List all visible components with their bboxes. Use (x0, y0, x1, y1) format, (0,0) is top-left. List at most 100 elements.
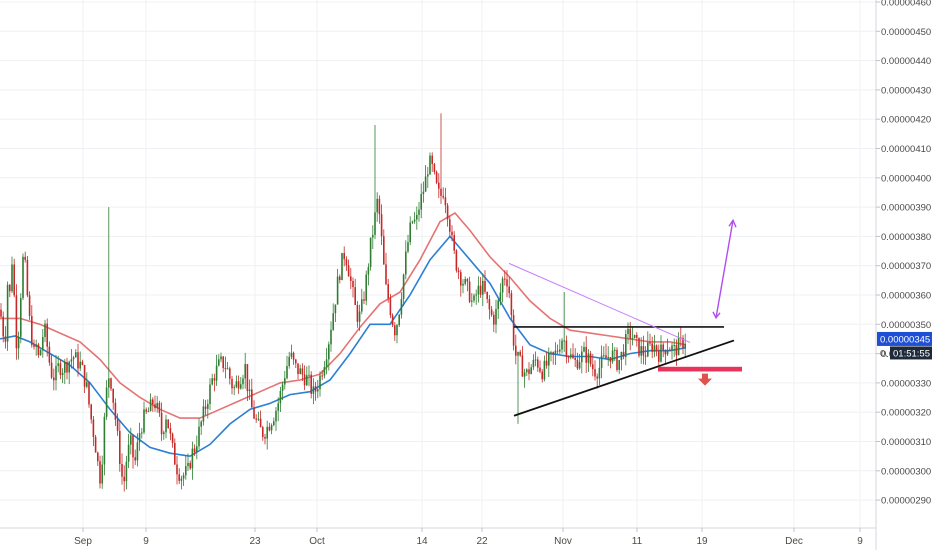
candle-body (664, 350, 667, 355)
candle-body (64, 362, 66, 373)
candle-body (125, 461, 128, 482)
candle-body (167, 419, 169, 429)
candle-body (86, 382, 88, 387)
candle-body (90, 404, 92, 420)
candle-body (253, 407, 255, 419)
candle-body (501, 278, 504, 293)
candle-body (548, 353, 550, 366)
candle-body (556, 350, 559, 352)
candle-body (22, 256, 24, 299)
projection-up-arrowtail (712, 311, 721, 320)
candle-body (24, 256, 26, 260)
candle-body (209, 384, 211, 404)
candle-body (409, 222, 411, 243)
candle-body (321, 375, 323, 377)
candle-body (264, 436, 266, 439)
candle-body (574, 357, 576, 360)
candle-body (352, 280, 354, 288)
candlesticks (0, 113, 686, 492)
candle-body (182, 475, 185, 479)
y-tick-label: 0.00000400 (881, 173, 931, 184)
candle-body (2, 316, 4, 337)
candle-body (438, 182, 440, 189)
y-tick-label: 0.00000320 (881, 408, 931, 419)
x-tick-label: 22 (476, 536, 488, 547)
candle-body (449, 219, 451, 232)
candle-body (180, 478, 183, 481)
candle-body (484, 280, 486, 292)
candle-body (339, 276, 341, 281)
candle-body (277, 403, 279, 411)
candle-body (405, 251, 407, 275)
candle-body (68, 361, 70, 373)
candle-body (490, 309, 493, 315)
candle-body (499, 292, 502, 301)
y-tick-label: 0.00000410 (881, 144, 931, 155)
candle-body (420, 194, 422, 210)
candle-body (306, 375, 308, 386)
candle-body (446, 205, 449, 220)
candle-body (35, 344, 37, 347)
candle-body (468, 281, 471, 302)
candle-body (158, 402, 161, 413)
candle-body (561, 340, 563, 350)
candle-body (323, 367, 326, 376)
candle-body (310, 374, 312, 394)
candle-body (83, 364, 86, 387)
candle-body (286, 366, 288, 379)
candle-body (42, 336, 44, 351)
candle-body (44, 323, 46, 337)
candle-body (369, 237, 372, 267)
candle-body (596, 376, 598, 379)
candle-body (605, 355, 607, 359)
x-tick-label: 19 (696, 536, 708, 547)
candle-body (486, 291, 488, 300)
projection-up-arrow (715, 220, 734, 318)
candle-body (675, 345, 678, 356)
candle-body (198, 426, 200, 447)
candle-body (521, 355, 524, 377)
y-axis[interactable]: 0.00000460 0.00000450 0.00000440 0.00000430… (875, 0, 931, 550)
candle-body (669, 349, 671, 351)
candle-body (592, 364, 594, 370)
candle-body (515, 345, 517, 356)
candle-body (510, 293, 513, 316)
candle-body (185, 466, 187, 476)
candle-body (39, 350, 42, 356)
candle-body (123, 476, 125, 482)
candle-body (160, 412, 163, 435)
candle-body (178, 474, 180, 481)
candle-body (290, 352, 293, 357)
candle-body (638, 337, 640, 356)
y-tick-label: 0.00000450 (881, 27, 931, 38)
candle-body (11, 264, 13, 292)
candle-body (279, 391, 282, 404)
candle-body (66, 362, 68, 373)
arrow-down-icon (698, 373, 712, 386)
candle-body (171, 433, 174, 443)
candle-body (378, 198, 381, 215)
ma-slow-line (0, 211, 687, 419)
y-tick-label: 0.00000360 (881, 291, 931, 302)
candle-body (317, 389, 319, 392)
countdown-tag (890, 346, 932, 360)
candle-body (655, 345, 658, 352)
candle-body (28, 295, 31, 316)
candle-body (607, 357, 609, 359)
candle-body (114, 402, 117, 420)
y-tick-label: 0.00000370 (881, 261, 931, 272)
candle-body (435, 171, 438, 183)
candle-body (495, 308, 497, 325)
candle-body (275, 410, 277, 422)
candle-body (163, 432, 165, 435)
y-tick-label: 0.00000430 (881, 85, 931, 96)
candle-body (609, 357, 612, 362)
candle-body (224, 368, 227, 370)
candle-body (231, 378, 233, 389)
x-axis[interactable]: Sep 9 23 Oct 14 22 Nov 11 19 Dec 9 (0, 527, 876, 547)
candle-body (72, 357, 75, 360)
candle-body (119, 430, 121, 464)
y-tick-label: 0.00000330 (881, 378, 931, 389)
candle-body (75, 352, 77, 358)
